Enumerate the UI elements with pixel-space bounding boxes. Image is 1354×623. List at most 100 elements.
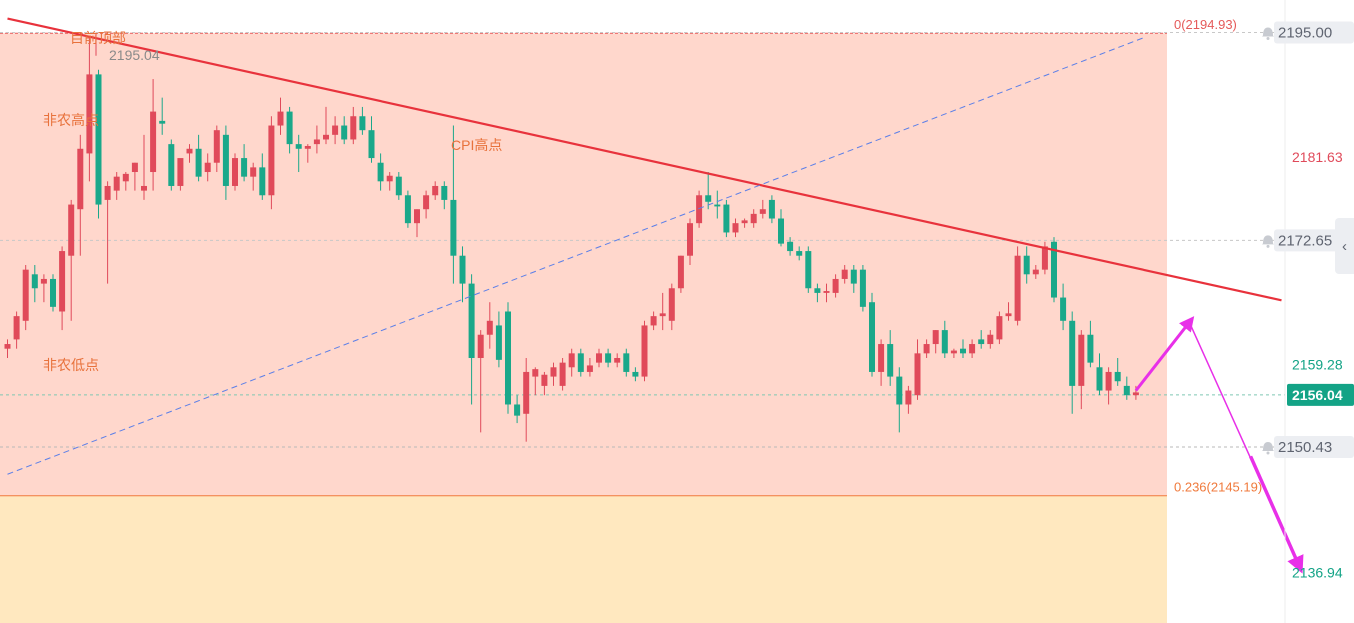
candle-65 bbox=[596, 348, 602, 368]
candle-body bbox=[1051, 241, 1057, 298]
candle-23 bbox=[213, 125, 220, 173]
candle-body bbox=[141, 185, 147, 191]
candle-body bbox=[505, 311, 511, 405]
candle-94 bbox=[859, 265, 866, 312]
candle-84 bbox=[768, 195, 775, 224]
candle-21 bbox=[195, 134, 202, 182]
candle-67 bbox=[614, 353, 621, 368]
candle-3 bbox=[31, 265, 38, 303]
candle-45 bbox=[414, 209, 420, 238]
fib-labels: 0(2194.93) 0.236(2145.19) bbox=[1174, 17, 1262, 495]
axis-label-5: 2150.43 bbox=[1262, 435, 1354, 458]
price-level-lines bbox=[0, 32, 1285, 448]
candle-48 bbox=[441, 181, 448, 210]
candle-85 bbox=[778, 209, 784, 247]
axis-value-text: 2181.63 bbox=[1292, 149, 1343, 165]
candle-body bbox=[377, 162, 384, 182]
candle-body bbox=[386, 175, 393, 182]
candle-33 bbox=[304, 144, 311, 163]
annotation-nfp-high: 非农高点 bbox=[43, 112, 99, 128]
candle-body bbox=[887, 344, 894, 377]
candle-body bbox=[359, 116, 366, 131]
candle-25 bbox=[232, 153, 238, 191]
candle-62 bbox=[568, 348, 575, 377]
candle-body bbox=[68, 204, 75, 256]
candle-body bbox=[1105, 371, 1112, 391]
candle-8 bbox=[77, 134, 84, 256]
candle-body bbox=[1096, 367, 1103, 391]
axis-value-text: 2136.94 bbox=[1292, 564, 1343, 580]
candle-105 bbox=[960, 339, 966, 358]
candle-body bbox=[1014, 255, 1021, 321]
candle-60 bbox=[550, 362, 557, 386]
candle-body bbox=[814, 288, 821, 293]
candle-body bbox=[1041, 246, 1048, 270]
candle-63 bbox=[577, 348, 584, 377]
candle-body bbox=[950, 350, 957, 354]
axis-badge-bg bbox=[1274, 21, 1354, 44]
candle-body bbox=[923, 344, 930, 354]
annotation-nfp-low: 非农低点 bbox=[43, 357, 99, 373]
candle-9 bbox=[86, 37, 93, 182]
candle-74 bbox=[677, 255, 684, 293]
candle-47 bbox=[432, 181, 439, 200]
candle-body bbox=[150, 111, 157, 173]
candle-body bbox=[960, 348, 966, 354]
candle-body bbox=[186, 148, 193, 154]
fib-zones bbox=[0, 32, 1167, 623]
candle-body bbox=[787, 241, 794, 252]
candle-81 bbox=[741, 218, 748, 228]
projection-arrow-up bbox=[1134, 316, 1195, 392]
candle-99 bbox=[905, 385, 912, 414]
candle-body bbox=[1132, 392, 1139, 396]
candle-7 bbox=[68, 199, 75, 321]
candle-110 bbox=[1005, 302, 1012, 321]
candle-body bbox=[395, 176, 402, 196]
collapse-panel-button[interactable]: ‹ bbox=[1335, 218, 1354, 274]
candle-101 bbox=[923, 339, 930, 358]
candle-120 bbox=[1096, 353, 1103, 396]
candle-body bbox=[759, 209, 766, 214]
candle-body bbox=[404, 195, 411, 224]
candle-body bbox=[195, 148, 202, 177]
candle-112 bbox=[1023, 246, 1030, 284]
candle-17 bbox=[159, 97, 166, 135]
candle-body bbox=[659, 313, 666, 317]
candle-body bbox=[596, 353, 602, 363]
candle-body bbox=[468, 283, 475, 358]
candle-24 bbox=[222, 125, 229, 200]
candle-body bbox=[22, 269, 29, 321]
candle-5 bbox=[50, 274, 56, 312]
candle-body bbox=[696, 195, 703, 224]
candle-82 bbox=[750, 209, 757, 228]
candle-body bbox=[550, 367, 557, 377]
candle-body bbox=[332, 125, 339, 135]
candle-body bbox=[77, 148, 84, 210]
candle-27 bbox=[250, 162, 257, 191]
candle-body bbox=[750, 213, 757, 224]
bell-clapper bbox=[1266, 244, 1270, 248]
candle-118 bbox=[1078, 330, 1085, 410]
candle-body bbox=[568, 353, 575, 368]
candle-body bbox=[577, 353, 584, 372]
bell-clapper bbox=[1266, 37, 1270, 41]
candle-40 bbox=[368, 116, 375, 163]
candle-body bbox=[687, 223, 693, 256]
candle-106 bbox=[969, 339, 976, 358]
candle-55 bbox=[505, 302, 511, 414]
candle-53 bbox=[486, 302, 493, 349]
candle-body bbox=[131, 162, 138, 173]
candle-body bbox=[632, 371, 639, 377]
axis-label-4: 2156.04 bbox=[1287, 383, 1354, 406]
fib-zone-1 bbox=[0, 495, 1167, 623]
candle-body bbox=[914, 353, 921, 396]
axis-label-1: 2181.63 bbox=[1292, 149, 1343, 165]
candle-body bbox=[95, 74, 102, 205]
candle-body bbox=[204, 162, 211, 173]
candle-42 bbox=[386, 172, 393, 191]
axis-badge-bg bbox=[1274, 229, 1354, 252]
candle-92 bbox=[841, 265, 848, 284]
candle-body bbox=[304, 145, 311, 149]
candle-body bbox=[869, 302, 875, 372]
